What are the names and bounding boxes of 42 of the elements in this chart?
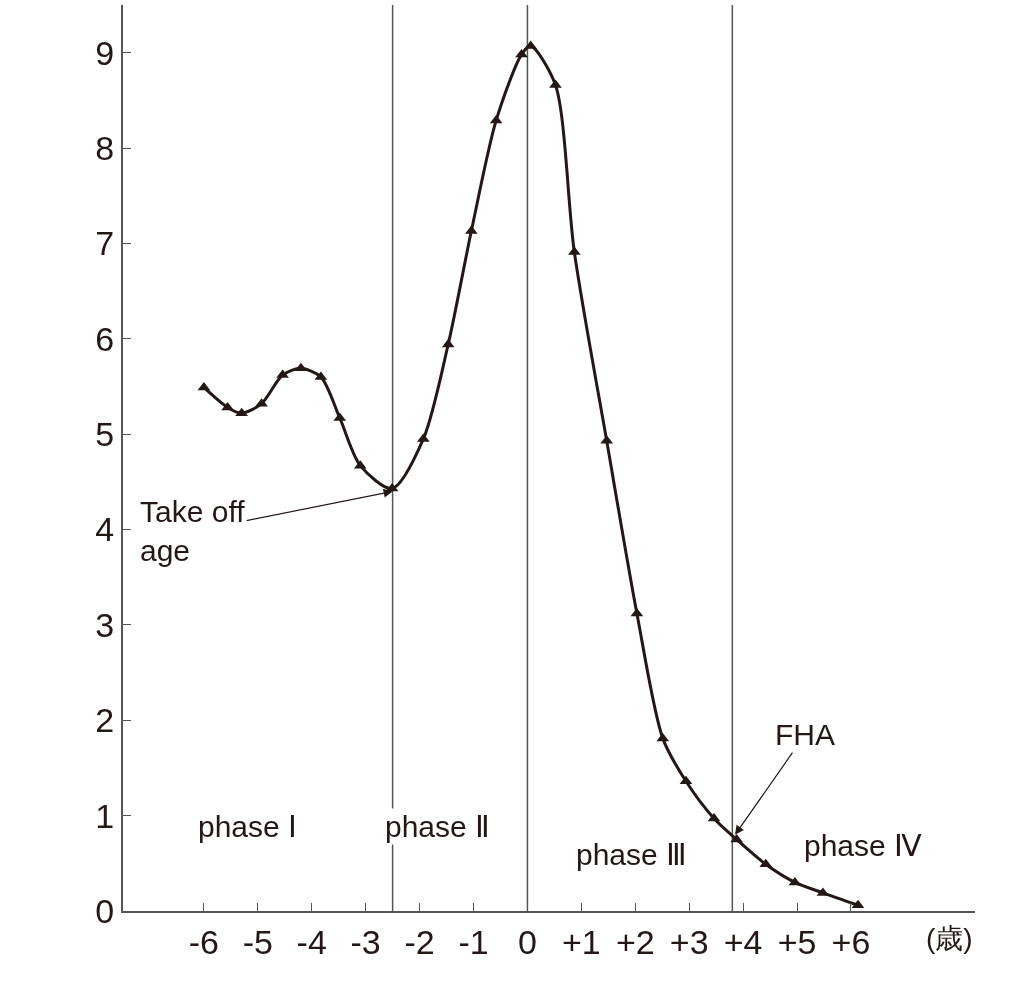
point	[851, 899, 865, 909]
x-tick-label: +3	[669, 922, 709, 961]
annotation: FHA	[775, 718, 835, 751]
x-tick-label: +5	[777, 922, 817, 961]
annotation: phase Ⅲ	[576, 838, 688, 871]
y-tick-label: 5	[95, 415, 115, 454]
y-tick-label: 7	[95, 224, 115, 263]
x-tick-label: -6	[188, 922, 220, 961]
point	[679, 775, 693, 785]
x-tick-label: +2	[615, 922, 655, 961]
x-tick-label: 0	[517, 922, 537, 961]
x-tick-label: -5	[242, 922, 273, 961]
y-tick-label: 9	[95, 33, 115, 72]
x-tick-label: -4	[296, 922, 327, 961]
x-tick-label: +4	[723, 922, 763, 961]
y-tick-label: 0	[95, 891, 115, 930]
point	[788, 876, 802, 886]
x-tick-label: -2	[404, 922, 435, 961]
point	[759, 858, 773, 868]
point	[630, 607, 644, 617]
x-tick-label: -1	[458, 922, 489, 961]
x-tick-label: +6	[831, 922, 871, 961]
y-tick-label: 8	[95, 128, 115, 167]
y-tick-label: 1	[95, 796, 115, 835]
annotation: phase Ⅳ	[804, 829, 923, 862]
point	[730, 833, 744, 843]
point	[197, 381, 211, 391]
point	[656, 732, 670, 742]
x-tick-label: +1	[561, 922, 601, 961]
y-tick-label: 4	[95, 510, 115, 549]
y-tick-label: 6	[95, 319, 115, 358]
point	[294, 362, 308, 372]
annotation: phase Ⅰ	[198, 810, 298, 843]
point	[707, 812, 721, 822]
point	[221, 401, 234, 411]
annotation: phase Ⅱ	[385, 810, 491, 843]
annotation: Take off age	[140, 495, 246, 567]
x-tick-label: -3	[350, 922, 381, 961]
x-axis-title: (歳)	[926, 923, 973, 954]
point	[489, 114, 503, 124]
y-tick-label: 3	[95, 605, 115, 644]
y-tick-label: 2	[95, 701, 115, 740]
